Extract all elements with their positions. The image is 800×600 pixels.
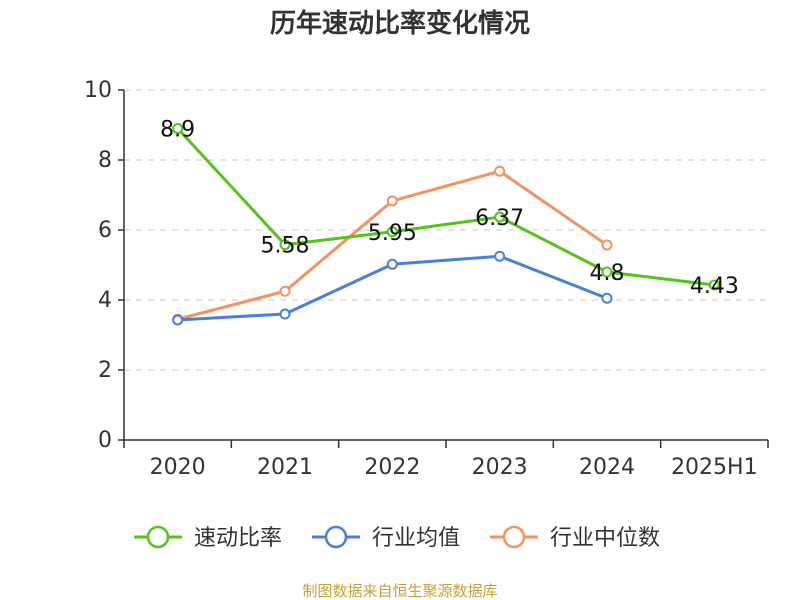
data-label: 4.8 (590, 261, 625, 286)
legend-marker (146, 525, 170, 549)
y-tick-label: 0 (98, 428, 112, 453)
x-tick-label: 2022 (364, 455, 420, 480)
y-tick-label: 4 (98, 288, 112, 313)
data-label: 4.43 (690, 274, 739, 299)
x-tick-label: 2024 (579, 455, 635, 480)
chart-title: 历年速动比率变化情况 (270, 8, 530, 39)
legend[interactable]: 速动比率 行业均值 行业中位数 (134, 525, 660, 551)
data-label: 6.37 (475, 206, 524, 231)
data-point[interactable] (386, 226, 398, 238)
legend-item-2[interactable]: 行业中位数 (490, 525, 660, 551)
x-tick-label: 2023 (472, 455, 528, 480)
data-point[interactable] (279, 239, 291, 251)
data-point[interactable] (386, 195, 398, 207)
data-label: 5.95 (368, 221, 417, 246)
data-point[interactable] (601, 266, 613, 278)
y-tick-label: 8 (98, 148, 112, 173)
data-label: 8.9 (160, 118, 195, 143)
legend-label: 行业均值 (372, 526, 460, 551)
data-point[interactable] (494, 250, 506, 262)
data-point[interactable] (279, 308, 291, 320)
y-tick-label: 10 (84, 78, 112, 103)
grid (124, 89, 768, 371)
legend-label: 行业中位数 (550, 526, 660, 551)
data-point[interactable] (494, 165, 506, 177)
data-point[interactable] (601, 292, 613, 304)
data-label: 5.58 (261, 234, 310, 259)
series (172, 123, 720, 326)
x-tick-label: 2025H1 (671, 455, 758, 480)
series-line-0 (176, 127, 715, 287)
source-note: 制图数据来自恒生聚源数据库 (302, 582, 497, 600)
data-point[interactable] (494, 211, 506, 223)
data-point[interactable] (601, 239, 613, 251)
legend-marker (324, 525, 348, 549)
data-labels: 8.9 5.58 5.95 6.37 4.8 4.43 (160, 118, 739, 299)
y-tick-label: 6 (98, 218, 112, 243)
x-tick-label: 2021 (257, 455, 313, 480)
legend-marker (502, 525, 526, 549)
legend-label: 速动比率 (194, 526, 282, 551)
x-tick-label: 2020 (150, 455, 206, 480)
y-tick-label: 2 (98, 358, 112, 383)
data-point[interactable] (172, 123, 184, 134)
data-point[interactable] (708, 279, 720, 291)
legend-item-1[interactable]: 行业均值 (312, 525, 460, 551)
axes: 0 2 4 6 8 10 2020 2021 2022 2023 2024 2025H1 (84, 78, 769, 480)
legend-item-0[interactable]: 速动比率 (134, 525, 282, 551)
data-point[interactable] (172, 314, 184, 326)
data-point[interactable] (279, 285, 291, 297)
data-point[interactable] (386, 258, 398, 270)
